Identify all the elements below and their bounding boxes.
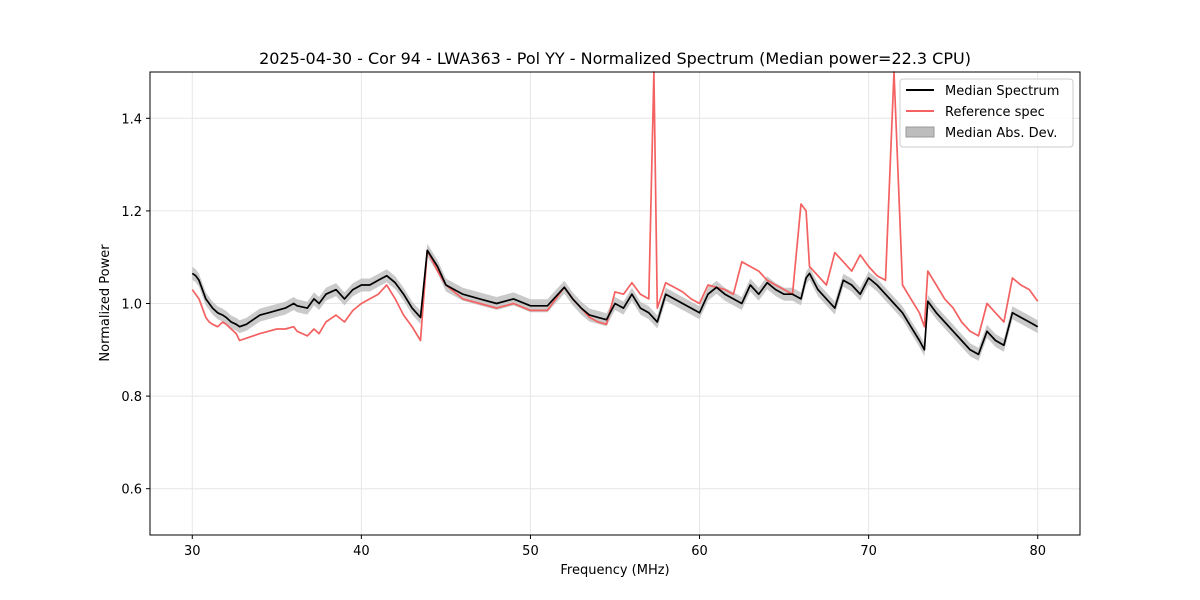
legend-reference-label: Reference spec: [945, 105, 1045, 120]
series-layer: [191, 71, 1039, 356]
y-tick-label: 1.4: [121, 112, 142, 127]
legend-median-label: Median Spectrum: [945, 84, 1059, 99]
legend: Median Spectrum Reference spec Median Ab…: [899, 78, 1074, 148]
y-tick-label: 0.6: [121, 483, 142, 498]
y-axis-label: Normalized Power: [98, 244, 113, 362]
legend-mad-swatch: [905, 126, 935, 138]
mad-band-layer: [192, 243, 1038, 361]
x-tick-label: 70: [860, 544, 877, 559]
x-axis-label: Frequency (MHz): [560, 563, 669, 578]
mad-band: [192, 243, 1038, 361]
y-tick-label: 1.2: [121, 205, 142, 220]
y-tick-label: 0.8: [121, 390, 142, 405]
median-spectrum-line: [191, 249, 1039, 356]
chart-title: 2025-04-30 - Cor 94 - LWA363 - Pol YY - …: [259, 49, 971, 68]
x-tick-label: 80: [1029, 544, 1046, 559]
reference-spectrum-line: [191, 71, 1039, 342]
x-tick-label: 50: [522, 544, 539, 559]
legend-box: [899, 78, 1074, 148]
x-tick-label: 30: [184, 544, 201, 559]
y-tick-label: 1.0: [121, 298, 142, 313]
tick-layer: 30 40 50 60 70 80 0.6 0.8 1.0 1.2 1.4: [121, 112, 1046, 559]
legend-mad-label: Median Abs. Dev.: [945, 126, 1057, 141]
x-tick-label: 60: [691, 544, 708, 559]
x-tick-label: 40: [353, 544, 370, 559]
